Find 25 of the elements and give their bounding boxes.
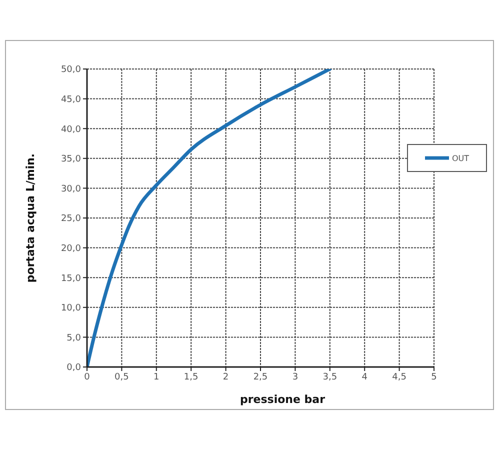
y-tick-label: 25,0 (60, 214, 82, 224)
y-tick-label: 30,0 (60, 184, 82, 194)
x-axis-title: pressione bar (240, 393, 326, 406)
x-tick-label: 1,5 (184, 372, 198, 382)
y-tick-label: 15,0 (60, 274, 82, 284)
x-tick-label: 2 (222, 372, 229, 382)
x-tick-label: 0,5 (114, 372, 129, 382)
x-tick-label: 1 (154, 372, 160, 382)
x-tick-label: 3,5 (322, 372, 338, 382)
x-tick-label: 5 (431, 372, 437, 382)
y-tick-label: 45,0 (60, 94, 82, 105)
y-tick-label: 0,0 (66, 363, 82, 374)
x-tick-label: 4 (362, 372, 368, 382)
y-axis-title: portata acqua L/min. (24, 153, 37, 283)
y-tick-label: 35,0 (60, 154, 82, 165)
y-tick-label: 40,0 (60, 124, 82, 135)
y-tick-label: 10,0 (60, 304, 82, 314)
legend-label: OUT (452, 154, 470, 162)
y-tick-label: 5,0 (66, 333, 82, 344)
x-tick-label: 3 (292, 372, 298, 382)
y-tick-label: 20,0 (60, 244, 82, 254)
x-tick-label: 2,5 (253, 372, 268, 382)
y-tick-label: 50,0 (60, 65, 82, 76)
x-tick-label: 4,5 (392, 372, 406, 382)
x-tick-label: 0 (84, 372, 90, 382)
